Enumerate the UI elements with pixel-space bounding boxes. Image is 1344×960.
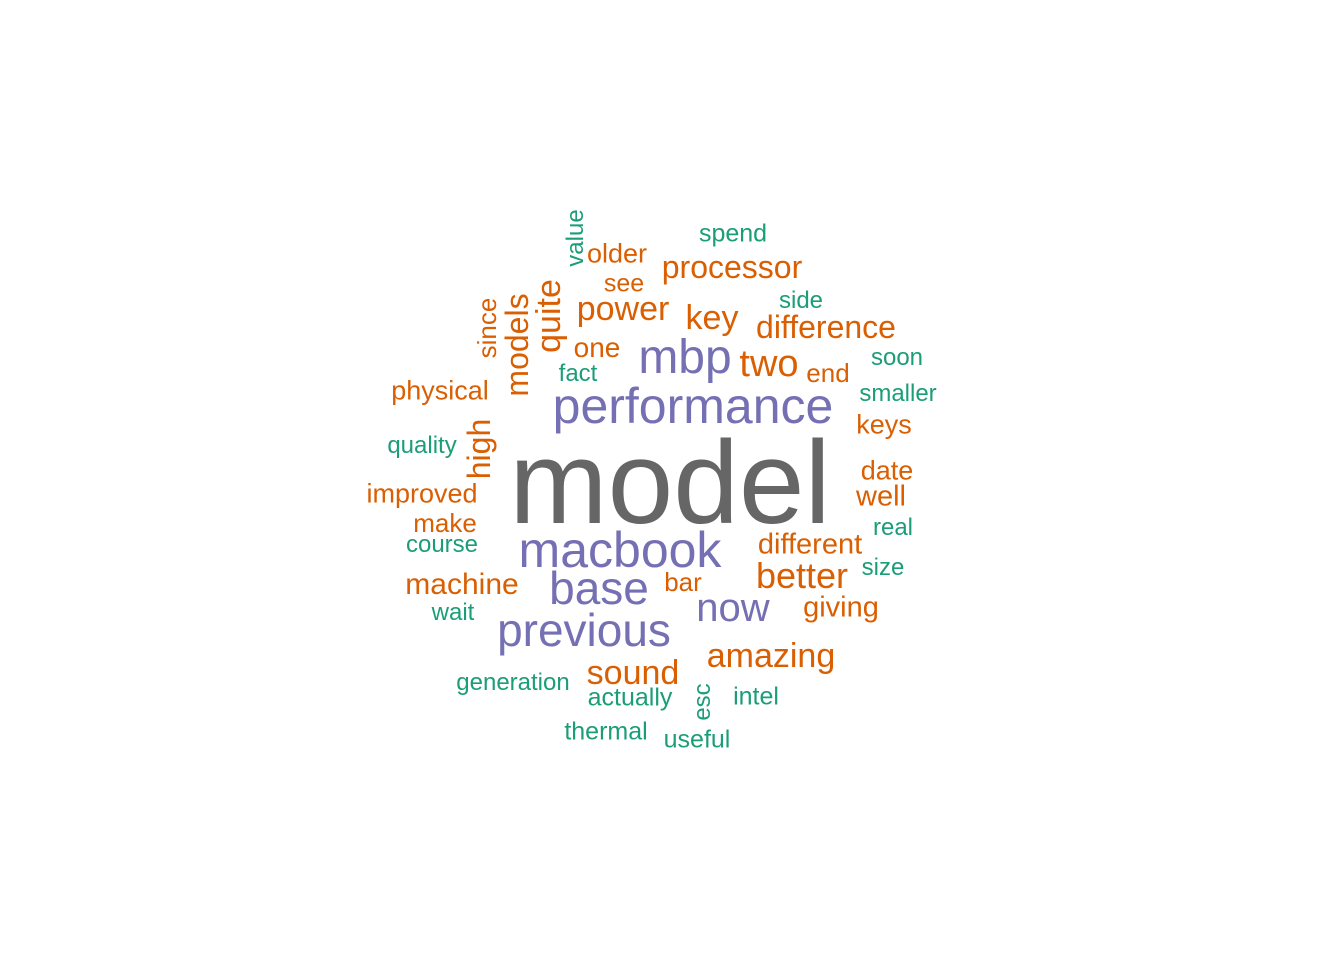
word-useful: useful [663, 725, 731, 754]
word-performance: performance [552, 378, 834, 434]
word-since: since [472, 297, 502, 359]
word-actually: actually [587, 683, 673, 712]
word-better: better [755, 555, 849, 596]
word-model: model [509, 417, 831, 549]
word-different: different [757, 528, 863, 561]
word-processor: processor [661, 249, 803, 285]
word-end: end [806, 358, 850, 388]
word-esc: esc [689, 683, 716, 721]
word-spend: spend [698, 219, 768, 248]
word-size: size [861, 554, 905, 581]
word-machine: machine [405, 568, 519, 601]
word-soon: soon [870, 344, 924, 371]
word-value: value [562, 209, 589, 267]
word-date: date [860, 455, 914, 486]
word-intel: intel [733, 682, 779, 711]
word-power: power [576, 290, 670, 328]
word-high: high [461, 418, 497, 480]
word-bar: bar [664, 567, 702, 597]
word-models: models [499, 293, 535, 397]
word-course: course [405, 531, 479, 558]
word-two: two [739, 343, 799, 385]
word-macbook: macbook [518, 522, 722, 578]
word-real: real [872, 514, 914, 541]
word-key: key [685, 299, 739, 337]
word-generation: generation [456, 669, 570, 696]
word-mbp: mbp [638, 331, 732, 384]
word-fact: fact [558, 360, 598, 387]
word-thermal: thermal [564, 717, 648, 746]
word-make: make [413, 508, 477, 538]
word-sound: sound [586, 654, 680, 692]
word-difference: difference [756, 309, 896, 345]
word-amazing: amazing [706, 637, 836, 675]
word-one: one [573, 332, 621, 363]
word-giving: giving [803, 591, 879, 624]
word-wait: wait [431, 599, 475, 626]
word-quality: quality [387, 432, 457, 459]
word-physical: physical [391, 375, 489, 406]
word-keys: keys [856, 409, 912, 440]
word-see: see [603, 269, 645, 298]
word-improved: improved [366, 478, 478, 509]
word-well: well [856, 480, 906, 513]
word-older: older [586, 238, 648, 269]
word-quite: quite [530, 279, 568, 353]
word-now: now [696, 586, 770, 630]
word-previous: previous [497, 604, 671, 656]
word-smaller: smaller [859, 380, 937, 407]
word-side: side [778, 287, 824, 314]
word-base: base [549, 562, 649, 614]
